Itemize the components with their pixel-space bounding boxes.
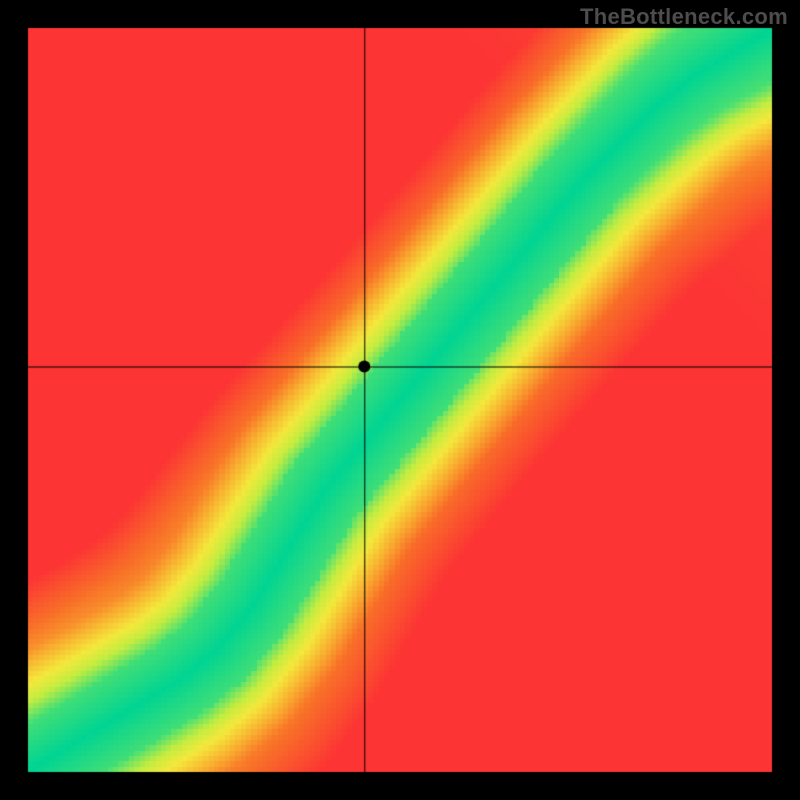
heatmap-canvas [0,0,800,800]
watermark-label: TheBottleneck.com [580,4,788,30]
chart-container: TheBottleneck.com [0,0,800,800]
